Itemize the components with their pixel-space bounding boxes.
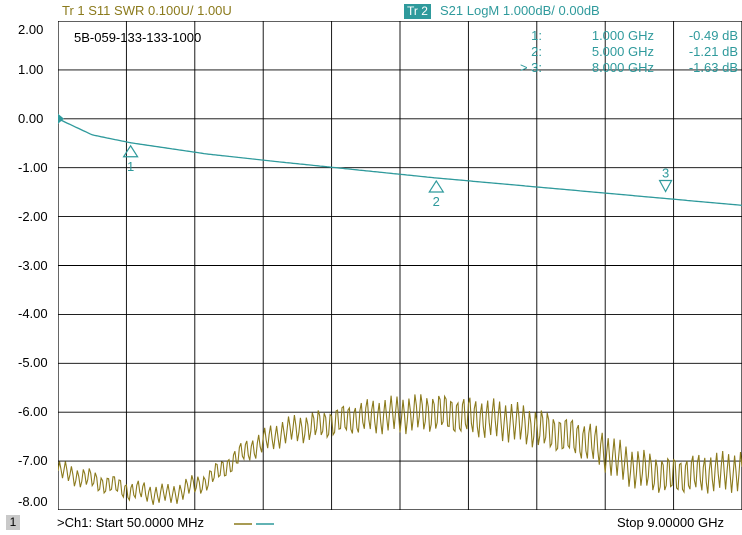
plot-area[interactable]: 1 2 3 bbox=[58, 21, 742, 510]
trace2-header[interactable]: S21 LogM 1.000dB/ 0.00dB bbox=[440, 3, 600, 18]
marker-frequency: 5.000 GHz bbox=[591, 44, 654, 59]
marker-id: > 3: bbox=[519, 60, 542, 75]
marker-frequency: 8.000 GHz bbox=[591, 60, 654, 75]
trace-note: 5B-059-133-133-1000 bbox=[74, 30, 202, 45]
trace1-header[interactable]: Tr 1 S11 SWR 0.100U/ 1.00U bbox=[62, 3, 232, 18]
y-tick-label: -6.00 bbox=[18, 404, 48, 420]
marker-2-icon bbox=[428, 179, 445, 193]
marker-2-label: 2 bbox=[433, 194, 440, 209]
y-tick-label: 1.00 bbox=[18, 61, 44, 77]
trace-legend-swatch bbox=[234, 523, 274, 525]
y-tick-label: -2.00 bbox=[18, 208, 48, 224]
y-tick-label: -1.00 bbox=[18, 159, 48, 175]
y-tick-label: -4.00 bbox=[18, 306, 48, 322]
trace2-tag[interactable]: Tr 2 bbox=[404, 4, 431, 19]
y-tick-label: -3.00 bbox=[18, 257, 48, 273]
marker-1-icon bbox=[122, 144, 139, 158]
s11-trace bbox=[58, 394, 742, 505]
y-tick-label: -8.00 bbox=[18, 494, 48, 509]
s21-trace bbox=[58, 118, 742, 207]
y-tick-label: 2.00 bbox=[18, 22, 44, 37]
reference-arrow-icon bbox=[58, 113, 64, 124]
marker-value: -1.21 dB bbox=[688, 44, 738, 59]
marker-1-label: 1 bbox=[127, 159, 134, 174]
y-tick-label: -5.00 bbox=[18, 355, 48, 371]
marker-id: 2: bbox=[531, 44, 542, 59]
marker-frequency: 1.000 GHz bbox=[591, 28, 654, 43]
y-tick-label: -7.00 bbox=[18, 453, 48, 469]
start-frequency[interactable]: >Ch1: Start 50.0000 MHz bbox=[57, 515, 205, 530]
marker-3-label: 3 bbox=[662, 166, 669, 181]
marker-value: -0.49 dB bbox=[688, 28, 738, 43]
channel-indicator[interactable]: 1 bbox=[6, 515, 20, 530]
marker-3-icon bbox=[658, 179, 673, 193]
marker-id: 1: bbox=[531, 28, 542, 43]
y-tick-label: 0.00 bbox=[18, 110, 44, 126]
stop-frequency[interactable]: Stop 9.00000 GHz bbox=[617, 515, 724, 530]
marker-value: -1.63 dB bbox=[688, 60, 738, 75]
